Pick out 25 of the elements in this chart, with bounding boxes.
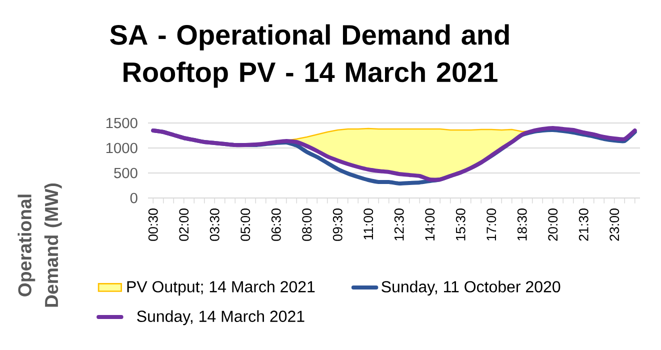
x-tick-label: 14:00 bbox=[425, 208, 435, 241]
x-tick-label: 20:00 bbox=[548, 208, 558, 241]
x-tick-label: 02:00 bbox=[179, 208, 189, 242]
legend-label: PV Output; 14 March 2021 bbox=[127, 280, 315, 296]
x-tick-label: 15:30 bbox=[456, 208, 466, 241]
x-tick-label: 05:00 bbox=[240, 208, 250, 242]
x-tick-label: 09:30 bbox=[332, 208, 342, 242]
x-tick-label: 17:00 bbox=[486, 208, 496, 241]
x-tick-label: 06:30 bbox=[271, 208, 281, 242]
legend-label: Sunday, 11 October 2020 bbox=[382, 280, 560, 296]
x-tick-label: 00:30 bbox=[148, 208, 158, 242]
x-tick-label: 23:00 bbox=[610, 208, 620, 241]
x-tick-label: 11:00 bbox=[364, 208, 374, 240]
y-tick-label: 500 bbox=[114, 168, 138, 178]
x-tick-label: 12:30 bbox=[394, 208, 404, 241]
x-tick-label: 18:30 bbox=[517, 208, 527, 241]
y-tick-label: 0 bbox=[130, 192, 138, 204]
y-tick-label: 1500 bbox=[106, 118, 138, 128]
x-tick-label: 08:00 bbox=[302, 208, 312, 242]
x-tick-label: 03:30 bbox=[210, 208, 220, 242]
chart-title: SA - Operational Demand and Rooftop PV - 14 March 2021 bbox=[110, 24, 509, 88]
y-tick-label: 1000 bbox=[106, 142, 138, 154]
y-axis-title: Operational Demand (MW) bbox=[18, 184, 62, 307]
legend-label: Sunday, 14 March 2021 bbox=[137, 310, 304, 326]
x-tick-label: 21:30 bbox=[578, 208, 588, 241]
